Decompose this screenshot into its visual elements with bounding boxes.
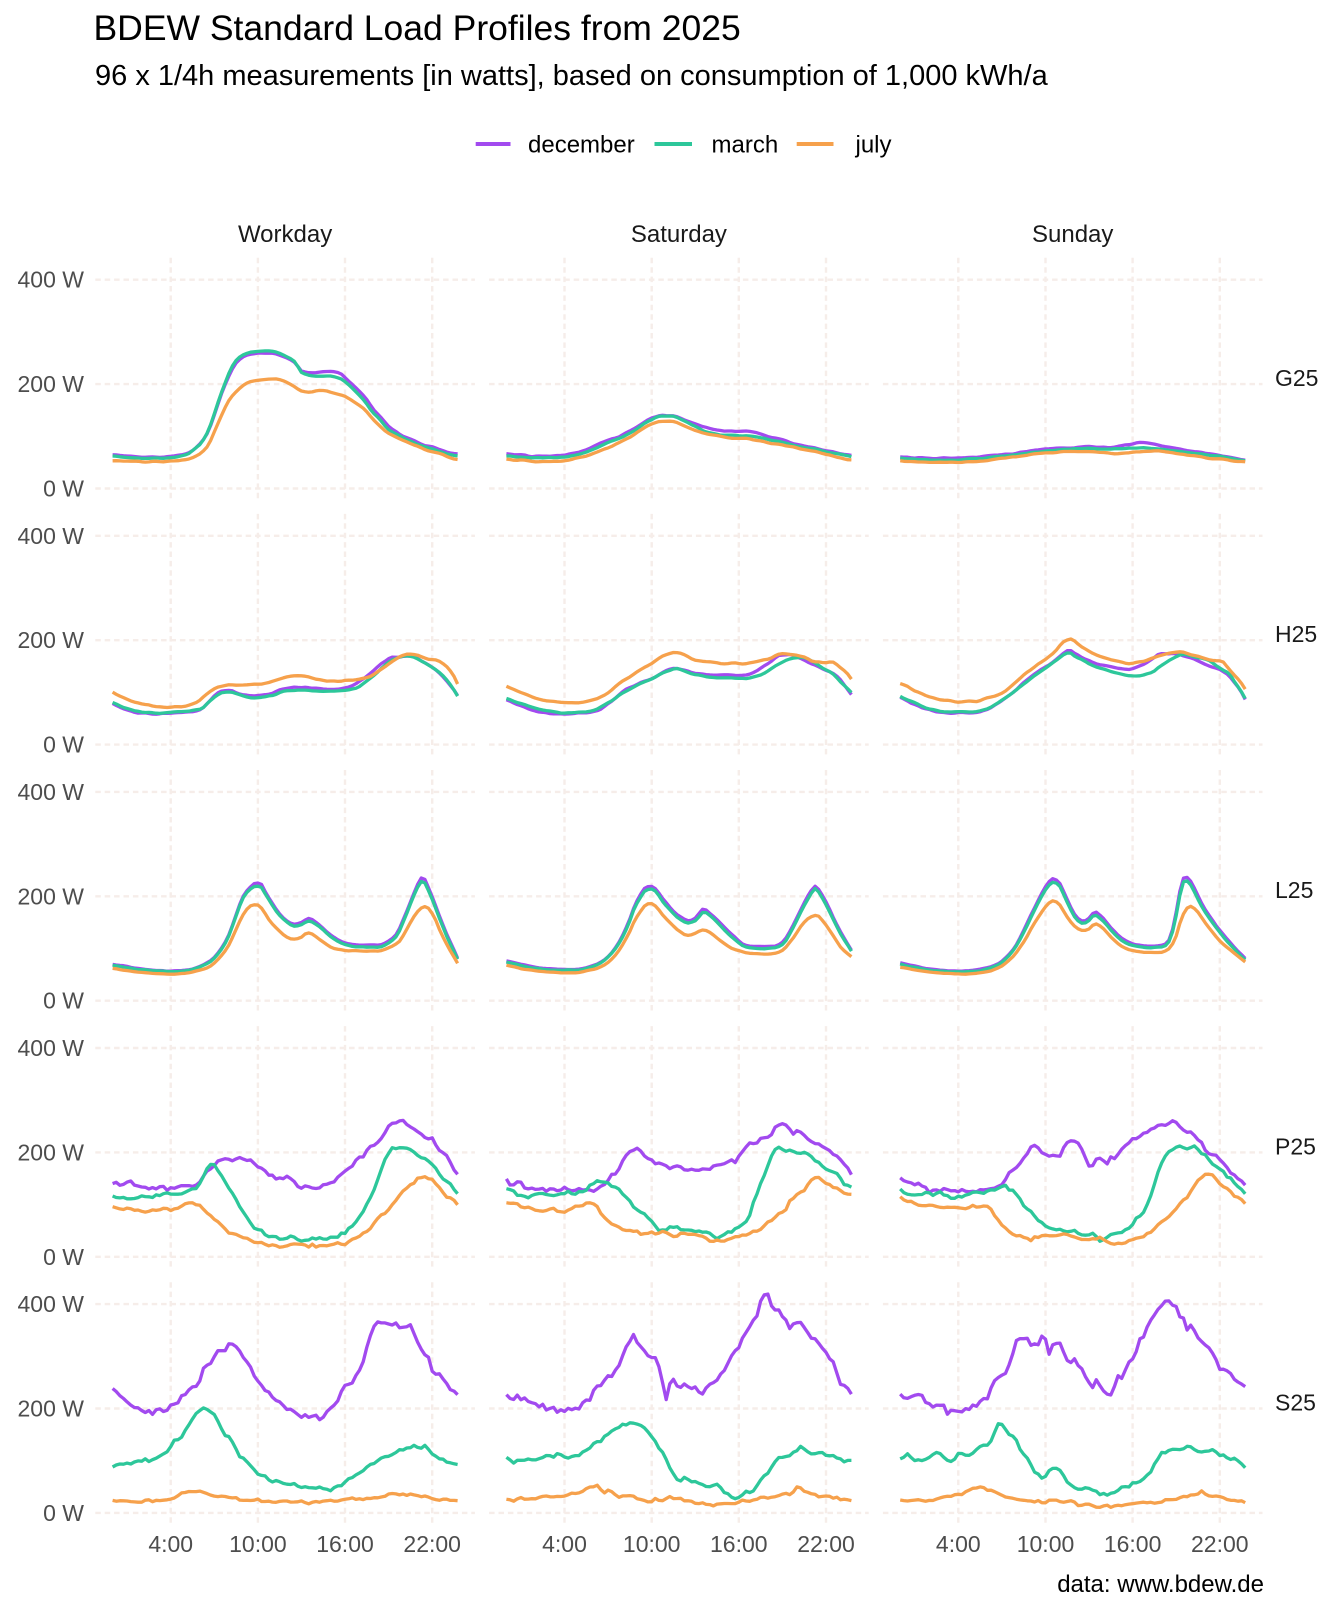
svg-text:L25: L25	[1275, 877, 1313, 903]
svg-text:96 x 1/4h measurements [in wat: 96 x 1/4h measurements [in watts], based…	[95, 60, 1049, 92]
svg-text:400 W: 400 W	[18, 779, 85, 805]
svg-text:22:00: 22:00	[1191, 1531, 1249, 1557]
svg-text:22:00: 22:00	[797, 1531, 855, 1557]
svg-text:200 W: 200 W	[18, 1139, 85, 1165]
svg-text:4:00: 4:00	[148, 1531, 193, 1557]
svg-text:200 W: 200 W	[18, 371, 85, 397]
svg-text:Saturday: Saturday	[631, 221, 727, 248]
svg-text:0 W: 0 W	[43, 1500, 84, 1526]
svg-text:200 W: 200 W	[18, 627, 85, 653]
svg-text:22:00: 22:00	[403, 1531, 461, 1557]
svg-text:0 W: 0 W	[43, 1244, 84, 1270]
svg-text:BDEW Standard Load Profiles fr: BDEW Standard Load Profiles from 2025	[94, 8, 741, 48]
svg-text:400 W: 400 W	[18, 1291, 85, 1317]
svg-text:S25: S25	[1275, 1389, 1316, 1415]
svg-text:H25: H25	[1275, 621, 1317, 647]
svg-text:4:00: 4:00	[936, 1531, 981, 1557]
svg-text:march: march	[712, 132, 779, 159]
svg-text:P25: P25	[1275, 1133, 1316, 1159]
svg-text:200 W: 200 W	[18, 883, 85, 909]
svg-text:16:00: 16:00	[316, 1531, 374, 1557]
svg-text:10:00: 10:00	[1017, 1531, 1075, 1557]
svg-text:0 W: 0 W	[43, 988, 84, 1014]
svg-text:400 W: 400 W	[18, 523, 85, 549]
svg-text:4:00: 4:00	[542, 1531, 587, 1557]
svg-text:16:00: 16:00	[710, 1531, 768, 1557]
svg-text:16:00: 16:00	[1104, 1531, 1162, 1557]
svg-text:400 W: 400 W	[18, 1035, 85, 1061]
svg-text:400 W: 400 W	[18, 267, 85, 293]
svg-text:Workday: Workday	[238, 221, 332, 248]
svg-text:0 W: 0 W	[43, 476, 84, 502]
svg-text:10:00: 10:00	[229, 1531, 287, 1557]
svg-text:0 W: 0 W	[43, 732, 84, 758]
svg-text:Sunday: Sunday	[1032, 221, 1113, 248]
svg-text:G25: G25	[1275, 365, 1318, 391]
svg-text:july: july	[855, 132, 892, 159]
svg-text:200 W: 200 W	[18, 1396, 85, 1422]
svg-text:december: december	[528, 132, 635, 159]
svg-text:data: www.bdew.de: data: www.bdew.de	[1057, 1571, 1264, 1598]
svg-text:10:00: 10:00	[623, 1531, 681, 1557]
